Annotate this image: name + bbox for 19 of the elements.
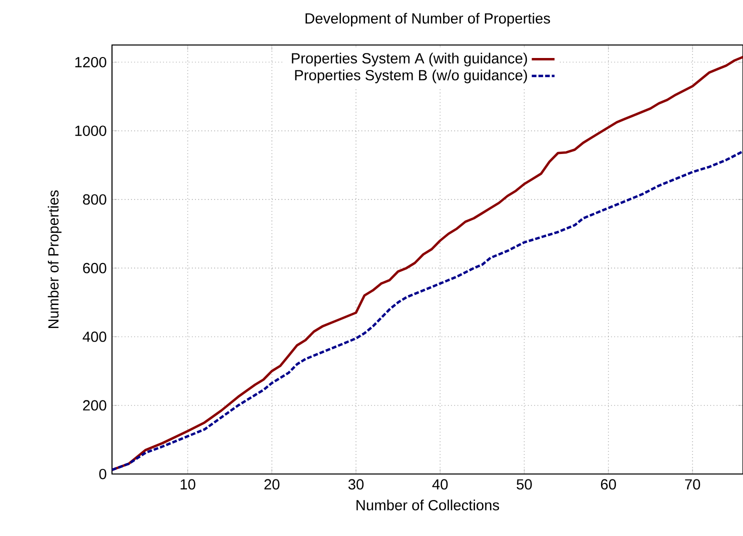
y-axis-title: Number of Properties (48, 190, 62, 328)
x-tick-label: 20 (264, 479, 280, 490)
legend-label: Properties System B (w/o guidance) (295, 70, 527, 84)
legend-label: Properties System A (with guidance) (292, 52, 527, 66)
x-tick-label: 40 (432, 479, 448, 490)
y-tick-label: 200 (83, 400, 106, 411)
x-tick-label: 70 (685, 479, 700, 490)
x-axis-title: Number of Collections (356, 500, 500, 510)
x-tick-label: 60 (600, 479, 616, 490)
y-tick-label: 800 (83, 194, 106, 205)
y-tick-label: 400 (82, 332, 106, 342)
chart-title: Development of Number of Properties (306, 12, 550, 26)
y-tick-label: 1000 (75, 126, 106, 136)
y-tick-label: 1200 (75, 56, 106, 68)
x-tick-label: 30 (348, 479, 364, 490)
x-tick-label: 50 (516, 479, 532, 490)
x-tick-label: 10 (180, 479, 196, 490)
y-tick-label: 600 (83, 262, 106, 274)
y-tick-label: 0 (99, 468, 106, 480)
